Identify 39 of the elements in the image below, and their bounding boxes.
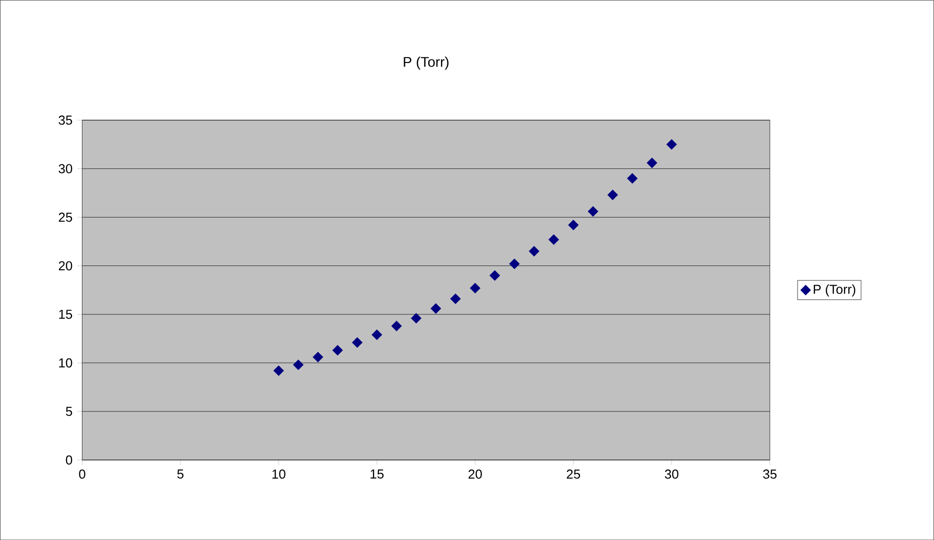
y-tick-label: 25: [58, 212, 72, 222]
x-tick-label: 20: [468, 469, 482, 479]
chart-title: P (Torr): [404, 56, 448, 70]
point: [548, 234, 560, 245]
y-tick-label: 10: [59, 358, 72, 368]
y-tick-label: 0: [66, 455, 72, 465]
point: [666, 139, 677, 150]
x-tick-label: 0: [79, 469, 86, 479]
y-tick-label: 15: [59, 310, 72, 319]
point: [646, 158, 658, 168]
point: [528, 246, 540, 256]
x-tick-label: 10: [272, 469, 286, 479]
y-tick-label: 30: [58, 164, 72, 174]
point: [607, 190, 618, 200]
point: [470, 282, 480, 294]
point: [391, 320, 402, 332]
point: [450, 293, 461, 304]
point: [293, 359, 304, 370]
point: [490, 270, 500, 281]
point: [430, 303, 442, 314]
point: [588, 206, 598, 217]
x-tick-label: 35: [763, 469, 777, 479]
x-tick-label: 25: [566, 469, 580, 479]
x-tick-label: 5: [177, 469, 184, 479]
point: [509, 258, 520, 270]
point: [352, 337, 363, 348]
point: [568, 220, 579, 230]
x-tick-label: 15: [370, 469, 384, 479]
y-tick-label: 5: [66, 406, 72, 416]
x-tick-label: 30: [664, 469, 678, 479]
legend-label: P (Torr): [814, 284, 856, 296]
point: [372, 329, 382, 340]
point: [312, 352, 324, 362]
point: [410, 312, 422, 324]
y-tick-label: 35: [58, 115, 72, 125]
y-tick-label: 20: [58, 261, 72, 270]
point: [273, 365, 284, 376]
point: [332, 344, 343, 356]
point: [627, 173, 638, 184]
